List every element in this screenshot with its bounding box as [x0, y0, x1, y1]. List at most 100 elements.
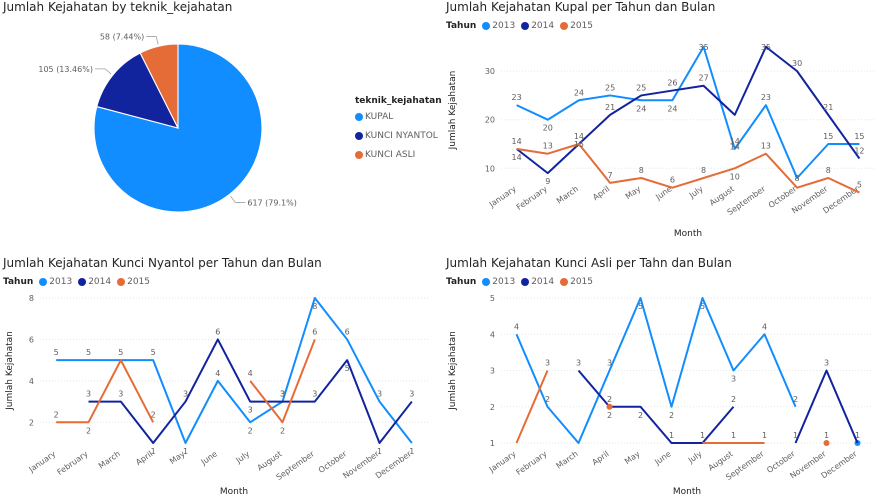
- series-line-2013[interactable]: [56, 297, 413, 444]
- data-label: 24: [574, 88, 584, 97]
- series-point-2015[interactable]: [823, 440, 830, 446]
- data-label: 5: [638, 302, 643, 311]
- series-line-2013[interactable]: [516, 45, 860, 179]
- pie-title: Jumlah Kejahatan by teknik_kejahatan: [3, 0, 233, 14]
- chart-title: Jumlah Kejahatan Kunci Asli per Tahn dan…: [446, 256, 732, 270]
- legend-dot: [39, 278, 48, 286]
- legend-item-2014[interactable]: 2014: [521, 277, 554, 287]
- pie-slice-kunci-nyantol[interactable]: [96, 52, 180, 129]
- data-label: 2: [731, 395, 736, 404]
- data-label: 3: [377, 390, 382, 399]
- data-label: 13: [761, 142, 771, 151]
- pie-leader-line: [94, 68, 112, 75]
- x-tick-label: February: [514, 449, 548, 477]
- data-label: 2: [669, 411, 674, 420]
- data-label: 24: [667, 104, 677, 113]
- data-label: 3: [824, 359, 829, 368]
- legend-item-kupal[interactable]: KUPAL: [355, 112, 442, 122]
- chart-legend: Tahun 2013 2014 2015: [446, 21, 599, 31]
- series-line-2014[interactable]: [794, 369, 859, 444]
- data-label: 6: [345, 327, 350, 336]
- legend-dot: [355, 151, 363, 159]
- legend-item-2015[interactable]: 2015: [560, 21, 593, 31]
- x-axis-title: Month: [220, 487, 248, 497]
- y-tick-label: 5: [490, 294, 495, 303]
- pie-data-label: 105 (13.46%): [38, 65, 93, 74]
- data-label: 5: [700, 302, 705, 311]
- data-label: 5: [54, 348, 59, 357]
- data-label: 3: [86, 390, 91, 399]
- data-label: 2: [248, 426, 253, 435]
- x-tick-label: March: [555, 449, 580, 470]
- x-tick-label: June: [652, 449, 672, 467]
- y-tick-label: 3: [490, 367, 495, 376]
- pie-data-label: 58 (7.44%): [100, 33, 144, 42]
- data-label: 5: [86, 348, 91, 357]
- data-label: 23: [511, 93, 521, 102]
- y-axis-title: Jumlah Kejahatan: [448, 331, 458, 411]
- data-label: 10: [730, 172, 740, 181]
- x-tick-label: July: [686, 449, 704, 465]
- data-label: 3: [409, 390, 414, 399]
- y-tick-label: 30: [485, 67, 495, 76]
- legend-item-2013[interactable]: 2013: [482, 21, 515, 31]
- series-line-2015[interactable]: [56, 359, 155, 424]
- legend-item-2013[interactable]: 2013: [482, 277, 515, 287]
- series-point-2015[interactable]: [606, 403, 613, 410]
- x-tick-label: June: [199, 449, 219, 467]
- pie-slice-kupal[interactable]: [93, 43, 263, 213]
- y-tick-label: 1: [490, 439, 495, 448]
- legend-label: 2015: [570, 21, 593, 31]
- data-label: 15: [854, 132, 864, 141]
- data-label: 3: [118, 390, 123, 399]
- legend-label: 2013: [49, 277, 73, 287]
- legend-item-kunci-nyantol[interactable]: KUNCI NYANTOL: [355, 131, 442, 141]
- series-line-2015[interactable]: [249, 339, 316, 424]
- legend-item-2014[interactable]: 2014: [78, 277, 111, 287]
- data-label: 13: [543, 142, 553, 151]
- legend-item-kunci-asli[interactable]: KUNCI ASLI: [355, 150, 442, 160]
- legend-item-2015[interactable]: 2015: [560, 277, 593, 287]
- series-line-2014[interactable]: [88, 338, 413, 444]
- x-tick-label: May: [624, 184, 643, 201]
- series-line-2015[interactable]: [516, 143, 860, 194]
- data-label: 25: [636, 83, 646, 92]
- data-label: 8: [826, 166, 831, 175]
- series-line-2014[interactable]: [515, 45, 861, 175]
- data-label: 1: [762, 431, 767, 440]
- pie-leader-line: [146, 36, 159, 45]
- series-line-2015[interactable]: [515, 370, 549, 444]
- legend-item-2015[interactable]: 2015: [117, 277, 150, 287]
- data-label: 3: [312, 390, 317, 399]
- legend-item-2013[interactable]: 2013: [39, 277, 72, 287]
- legend-dot: [355, 113, 363, 121]
- data-label: 1: [151, 447, 156, 456]
- data-label: 9: [545, 177, 550, 186]
- data-label: 20: [543, 124, 553, 133]
- data-label: 14: [730, 142, 740, 151]
- data-label: 8: [312, 302, 317, 311]
- data-label: 30: [792, 59, 802, 68]
- legend-dot: [482, 278, 491, 286]
- pie-data-label: 617 (79.1%): [247, 198, 296, 207]
- y-tick-label: 4: [490, 330, 495, 339]
- data-label: 3: [183, 390, 188, 399]
- chart-title: Jumlah Kejahatan Kunci Nyantol per Tahun…: [3, 256, 322, 270]
- kupal-chart-panel: Jumlah Kejahatan Kupal per Tahun dan Bul…: [443, 0, 885, 247]
- pie-slice-kunci-asli[interactable]: [139, 43, 179, 129]
- x-tick-label: March: [555, 184, 580, 205]
- data-label: 26: [667, 79, 677, 88]
- legend-label: KUNCI ASLI: [365, 150, 416, 160]
- series-line-2014[interactable]: [577, 369, 735, 444]
- data-label: 3: [545, 359, 550, 368]
- data-label: 1: [793, 431, 798, 440]
- data-label: 2: [151, 410, 156, 419]
- data-label: 4: [762, 322, 767, 331]
- series-line-2013[interactable]: [515, 297, 797, 444]
- data-label: 2: [86, 426, 91, 435]
- data-label: 1: [669, 431, 674, 440]
- legend-item-2014[interactable]: 2014: [521, 21, 554, 31]
- data-label: 25: [605, 83, 615, 92]
- x-axis-title: Month: [674, 229, 702, 239]
